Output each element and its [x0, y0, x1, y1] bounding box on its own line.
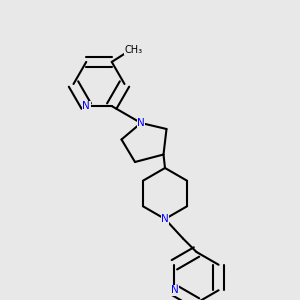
Text: N: N	[170, 285, 178, 295]
Text: CH₃: CH₃	[124, 45, 143, 55]
Text: N: N	[137, 118, 145, 128]
Text: N: N	[161, 214, 169, 224]
Text: N: N	[82, 101, 90, 111]
